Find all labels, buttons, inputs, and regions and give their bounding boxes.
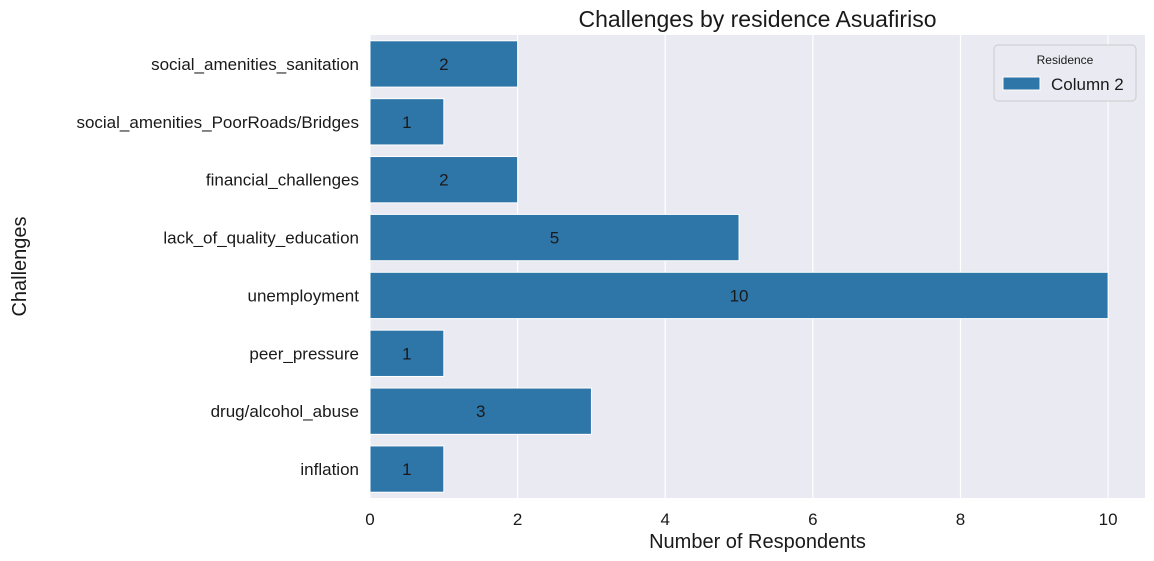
bar-value-label: 2 bbox=[439, 55, 448, 74]
y-tick-label: drug/alcohol_abuse bbox=[211, 402, 359, 421]
x-tick-label: 4 bbox=[661, 510, 670, 529]
x-tick-labels: 0 2 4 6 8 10 bbox=[365, 510, 1117, 529]
bar bbox=[369, 445, 445, 493]
bar bbox=[369, 271, 1109, 320]
bars: 2 1 2 5 10 1 3 1 bbox=[369, 40, 1109, 493]
y-tick-label: financial_challenges bbox=[206, 171, 359, 190]
x-tick-label: 8 bbox=[956, 510, 965, 529]
bar-value-label: 5 bbox=[550, 229, 559, 248]
x-tick-label: 0 bbox=[365, 510, 374, 529]
bar-value-label: 2 bbox=[439, 171, 448, 190]
bar bbox=[369, 329, 445, 377]
bar-value-label: 1 bbox=[402, 460, 411, 479]
y-tick-label: lack_of_quality_education bbox=[163, 229, 359, 248]
x-axis-label: Number of Respondents bbox=[649, 531, 866, 553]
chart-title: Challenges by residence Asuafiriso bbox=[579, 6, 937, 32]
bar bbox=[369, 213, 740, 262]
bar-value-label: 3 bbox=[476, 402, 485, 421]
y-tick-label: peer_pressure bbox=[249, 344, 359, 363]
y-tick-label: inflation bbox=[300, 460, 359, 479]
bar bbox=[369, 98, 445, 146]
legend-entry: Column 2 bbox=[1051, 75, 1124, 94]
bar bbox=[369, 156, 519, 204]
y-tick-label: social_amenities_sanitation bbox=[151, 55, 359, 74]
bar bbox=[369, 387, 592, 435]
x-tick-label: 2 bbox=[513, 510, 522, 529]
y-tick-label: unemployment bbox=[247, 286, 359, 305]
legend-swatch bbox=[1002, 76, 1041, 91]
legend-title: Residence bbox=[1037, 53, 1094, 67]
y-tick-labels: social_amenities_sanitation social_amenit… bbox=[76, 55, 359, 479]
x-tick-label: 10 bbox=[1099, 510, 1118, 529]
bar-value-label: 1 bbox=[402, 113, 411, 132]
bar-value-label: 10 bbox=[730, 286, 749, 305]
bar bbox=[369, 40, 519, 88]
y-axis-label: Challenges bbox=[9, 216, 31, 316]
x-tick-label: 6 bbox=[808, 510, 817, 529]
legend: Residence Column 2 bbox=[993, 44, 1137, 102]
bar-value-label: 1 bbox=[402, 344, 411, 363]
y-tick-label: social_amenities_PoorRoads/Bridges bbox=[76, 113, 359, 132]
